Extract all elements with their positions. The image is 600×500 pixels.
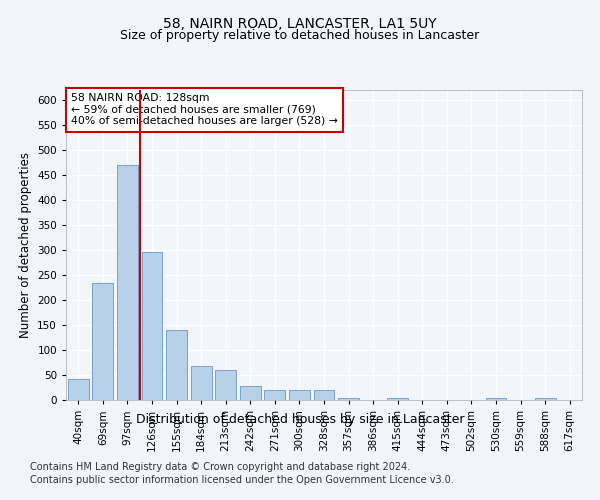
Bar (535, 398, 556, 400)
Bar (191, 366, 212, 400)
Text: 58 NAIRN ROAD: 128sqm
← 59% of detached houses are smaller (769)
40% of semi-det: 58 NAIRN ROAD: 128sqm ← 59% of detached … (71, 93, 338, 126)
Bar (68, 379, 89, 400)
Bar (485, 398, 506, 400)
Text: 58, NAIRN ROAD, LANCASTER, LA1 5UY: 58, NAIRN ROAD, LANCASTER, LA1 5UY (163, 18, 437, 32)
Bar (215, 370, 236, 400)
Text: Contains HM Land Registry data © Crown copyright and database right 2024.: Contains HM Land Registry data © Crown c… (30, 462, 410, 472)
Bar (387, 398, 408, 400)
Text: Size of property relative to detached houses in Lancaster: Size of property relative to detached ho… (121, 29, 479, 42)
Bar (142, 252, 163, 400)
Text: Contains public sector information licensed under the Open Government Licence v3: Contains public sector information licen… (30, 475, 454, 485)
Bar (338, 398, 359, 400)
Bar (240, 386, 261, 400)
Bar (166, 330, 187, 400)
Bar (265, 390, 286, 400)
Bar (92, 282, 113, 400)
Y-axis label: Number of detached properties: Number of detached properties (19, 152, 32, 338)
Bar (314, 390, 334, 400)
Bar (289, 390, 310, 400)
Bar (117, 165, 138, 400)
Text: Distribution of detached houses by size in Lancaster: Distribution of detached houses by size … (136, 412, 464, 426)
